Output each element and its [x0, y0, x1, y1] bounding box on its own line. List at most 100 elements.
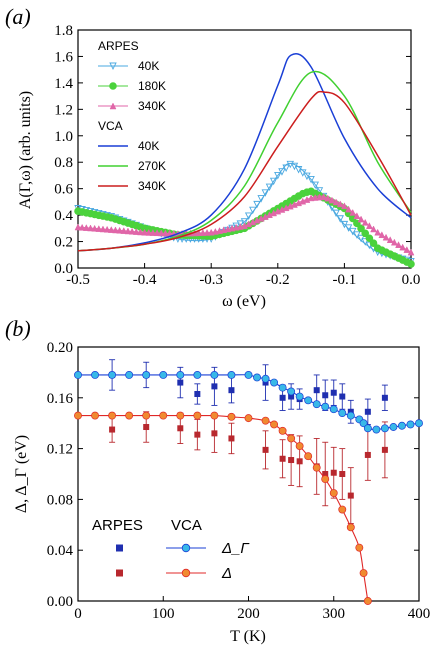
- data-point: [320, 193, 327, 200]
- series-arpes-delta-point: [279, 455, 286, 462]
- data-point: [95, 225, 103, 232]
- data-point: [145, 228, 153, 236]
- x-tick-label: -0.3: [199, 272, 223, 288]
- series-arpes-delta-gamma-point: [194, 390, 201, 397]
- data-point: [311, 181, 319, 190]
- data-point: [120, 227, 128, 234]
- data-point: [357, 224, 365, 233]
- legend-label-40k: 40K: [138, 59, 159, 73]
- series-vca-delta-point: [295, 442, 304, 451]
- plot-b-series: [74, 359, 423, 605]
- data-point: [149, 229, 157, 236]
- series-arpes-delta-gamma-point: [381, 394, 388, 401]
- data-point: [141, 228, 149, 236]
- data-point: [103, 225, 111, 233]
- series-vca-delta-gamma-point: [210, 370, 219, 379]
- series-arpes-delta-gamma-point: [279, 394, 286, 401]
- series-vca-delta-gamma-point: [74, 370, 82, 379]
- data-point: [357, 234, 365, 243]
- series-vca-delta-point: [359, 569, 368, 578]
- legend-label-40k: 40K: [138, 139, 159, 153]
- data-point: [153, 229, 161, 237]
- data-point: [382, 233, 390, 241]
- data-point: [203, 228, 211, 236]
- series-vca-delta-gamma-point: [278, 383, 287, 392]
- data-point: [87, 224, 94, 232]
- series-vca-delta-point: [312, 463, 321, 472]
- series-arpes-delta-point: [211, 430, 218, 437]
- legend-label-270k: 270K: [138, 159, 166, 173]
- series-arpes-delta-point: [109, 426, 116, 433]
- data-point: [257, 195, 265, 203]
- data-point: [261, 189, 270, 197]
- y-tick-label: 0.6: [54, 182, 73, 198]
- series-arpes-delta-point: [228, 435, 235, 442]
- series-vca-delta-point: [176, 411, 185, 420]
- y-tick-label: 1.4: [54, 76, 73, 92]
- data-point: [324, 194, 332, 202]
- legend-marker: [109, 62, 117, 71]
- series-arpes-delta-point: [364, 451, 371, 458]
- series-arpes-delta-gamma-point: [211, 383, 218, 390]
- x-tick-label: -0.5: [66, 272, 90, 288]
- series-vca-delta-gamma-point: [406, 420, 415, 429]
- data-point: [386, 236, 394, 243]
- legend-marker: [109, 82, 117, 90]
- y-tick-label: 0.8: [54, 155, 73, 171]
- series-arpes-delta-point: [143, 424, 150, 431]
- series-vca-delta-gamma-point: [142, 370, 151, 379]
- data-point: [315, 187, 324, 195]
- data-point: [349, 208, 357, 216]
- series-vca-delta-gamma-point: [338, 409, 347, 417]
- series-vca-delta-point: [210, 411, 219, 420]
- series-vca-delta-point: [355, 543, 364, 552]
- data-point: [365, 222, 373, 229]
- series-arpes-delta-point: [330, 469, 337, 476]
- series-vca-delta-gamma-point: [389, 423, 398, 431]
- plot-a-xlabel: ω (eV): [222, 293, 266, 310]
- series-vca-delta-gamma-point: [415, 419, 423, 428]
- series-vca-delta-point: [125, 411, 134, 420]
- series-vca-delta-point: [142, 411, 151, 420]
- x-tick-label: 200: [237, 606, 260, 622]
- series-vca-delta-gamma-point: [321, 402, 330, 411]
- data-point: [307, 175, 315, 184]
- legend-header-arpes: ARPES: [92, 517, 143, 534]
- series-vca-delta-gamma-point: [91, 370, 100, 379]
- series-vca-delta-gamma-point: [380, 424, 389, 433]
- data-point: [232, 222, 240, 231]
- data-point: [332, 209, 340, 218]
- series-vca-delta-gamma-point: [304, 396, 313, 405]
- series-vca-delta-gamma-point: [329, 405, 338, 414]
- data-point: [124, 227, 132, 235]
- data-point: [112, 226, 119, 234]
- data-point: [348, 227, 357, 236]
- series-line-vca-40k: [77, 52, 412, 252]
- data-point: [199, 229, 207, 236]
- series-vca-delta-point: [321, 475, 330, 484]
- x-tick-label: 0: [74, 606, 82, 622]
- data-point: [240, 218, 249, 226]
- data-point: [157, 229, 165, 237]
- series-vca-delta-gamma-point: [287, 387, 296, 396]
- series-vca-delta-point: [338, 505, 347, 514]
- legend-label-vca: Δ: [221, 565, 232, 582]
- series-vca-delta-point: [346, 523, 355, 532]
- series-vca-delta-gamma-point: [398, 421, 406, 430]
- data-point: [82, 224, 90, 231]
- data-point: [332, 198, 340, 206]
- series-vca-delta-gamma-point: [244, 370, 253, 379]
- data-point: [353, 231, 361, 239]
- data-point: [369, 239, 378, 248]
- legend-label-340k: 340K: [138, 179, 166, 193]
- data-point: [390, 238, 398, 246]
- y-tick-label: 0.12: [47, 442, 73, 458]
- legend-marker-arpes: [116, 569, 123, 577]
- series-vca-delta-gamma-point: [295, 392, 304, 401]
- series-vca-delta-gamma-point: [176, 370, 185, 379]
- series-line-vca-340k: [77, 90, 412, 252]
- plot-b-xlabel: T (K): [230, 628, 266, 645]
- data-point: [407, 248, 415, 256]
- legend-marker-vca: [181, 568, 191, 578]
